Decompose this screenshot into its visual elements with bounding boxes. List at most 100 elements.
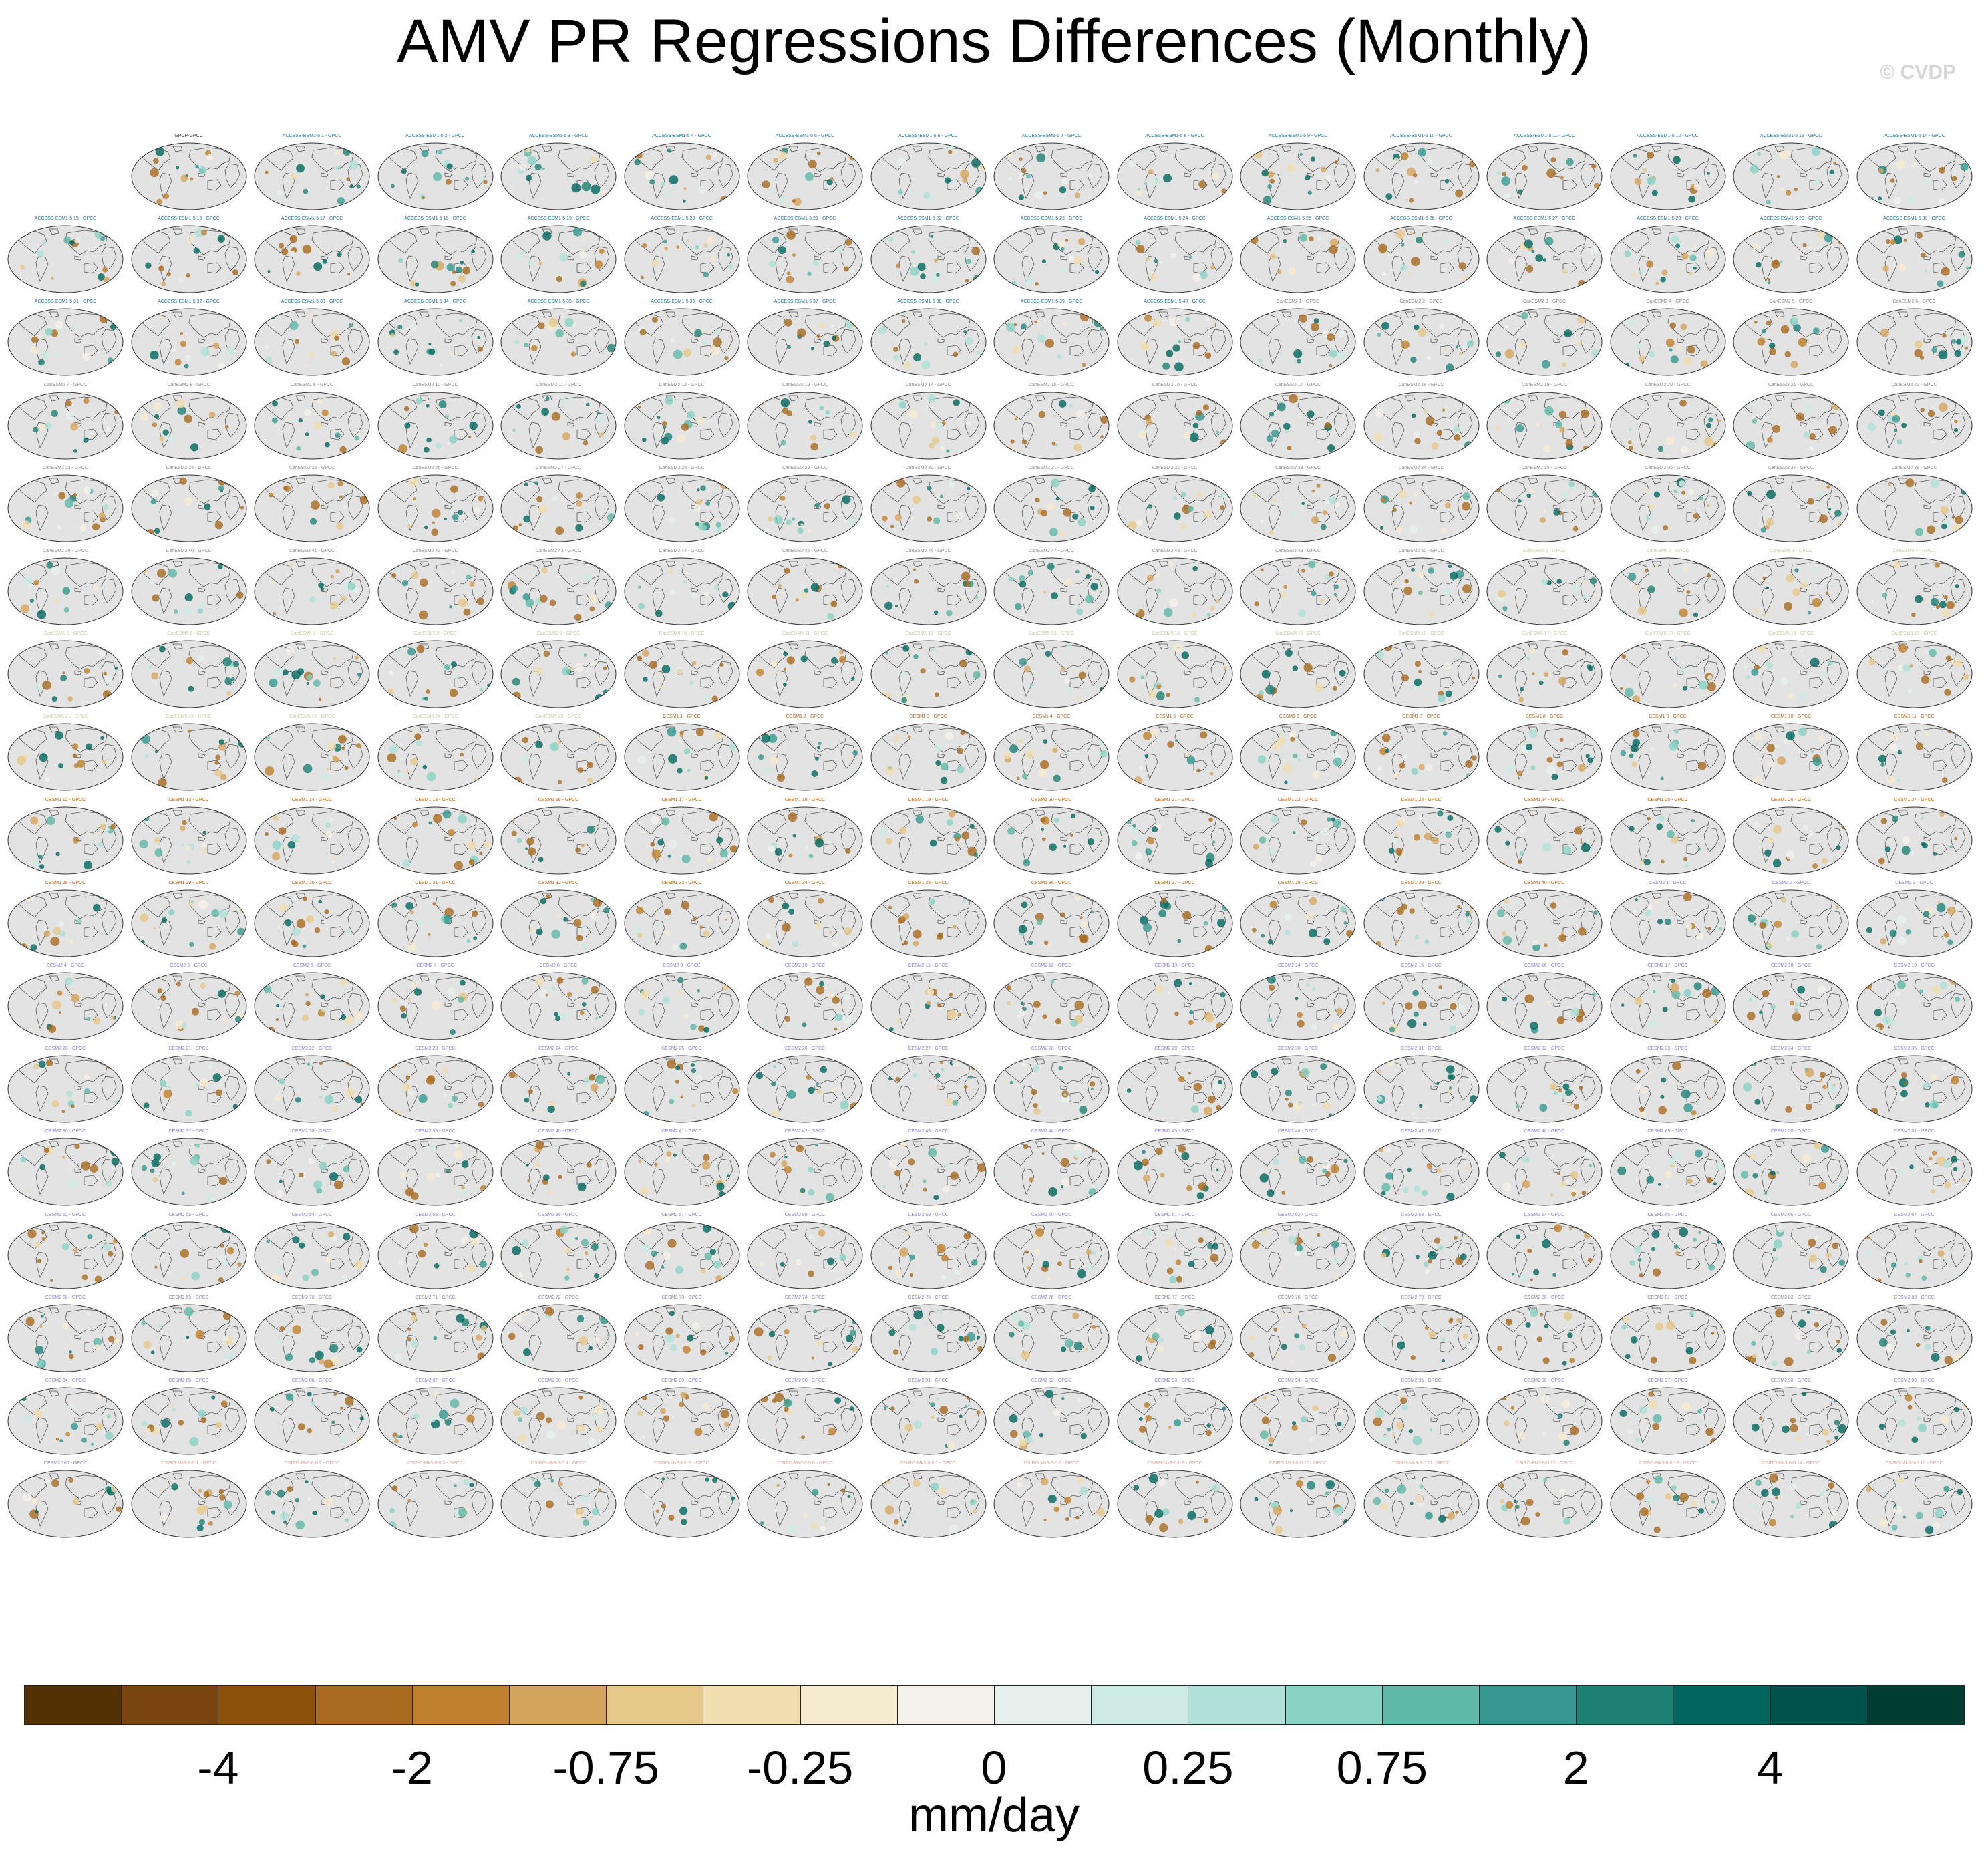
precip-anomaly-patch <box>1810 750 1814 754</box>
panel-title: ACCESS-ESM1-5 6 - GPCC <box>898 134 958 138</box>
continent-outline <box>49 726 59 733</box>
precip-anomaly-patch <box>1577 340 1583 345</box>
continent-outline <box>1933 677 1947 689</box>
precip-anomaly-patch <box>974 859 979 864</box>
map-border <box>1856 474 1972 542</box>
precip-anomaly-patch <box>333 657 337 661</box>
precip-anomaly-patch <box>689 1024 697 1030</box>
precip-anomaly-patch <box>1755 732 1763 741</box>
precip-anomaly-patch <box>898 826 906 834</box>
precip-anomaly-patch <box>1407 1019 1416 1028</box>
precip-anomaly-patch <box>418 1094 428 1104</box>
precip-anomaly-patch <box>1502 996 1508 1002</box>
precip-anomaly-patch <box>110 824 116 830</box>
precip-anomaly-patch <box>892 347 898 353</box>
precip-anomaly-patch <box>1431 836 1439 844</box>
continent-outline <box>1003 396 1033 420</box>
panel-title: CanESM2 6 - GPCC <box>1892 299 1936 305</box>
continent-outline <box>1514 504 1528 531</box>
precip-anomaly-patch <box>1431 442 1439 450</box>
precip-anomaly-patch <box>786 519 792 525</box>
precip-anomaly-patch <box>402 859 411 867</box>
map-panel: CanESM5 19 - GPCC <box>1731 631 1851 710</box>
precip-anomaly-patch <box>1412 173 1417 178</box>
continent-outline <box>1496 562 1526 586</box>
precip-anomaly-patch <box>432 521 435 524</box>
precip-anomaly-patch <box>606 1187 615 1196</box>
precip-anomaly-patch <box>670 1093 675 1098</box>
continent-outline <box>1703 163 1719 188</box>
precip-anomaly-patch <box>1633 585 1639 590</box>
precip-anomaly-patch <box>1015 603 1022 611</box>
precip-anomaly-patch <box>325 822 331 828</box>
map-panel: CanESM2 50 - GPCC <box>1361 549 1482 627</box>
precip-anomaly-patch <box>141 695 150 704</box>
precip-anomaly-patch <box>1462 492 1470 500</box>
precip-anomaly-patch <box>1252 927 1257 933</box>
precip-anomaly-patch <box>1410 231 1414 235</box>
world-map <box>870 557 986 625</box>
precip-anomaly-patch <box>1423 409 1428 414</box>
world-map <box>1486 557 1603 625</box>
precip-anomaly-patch <box>1503 325 1508 331</box>
precip-anomaly-patch <box>459 979 466 986</box>
precip-anomaly-patch <box>415 397 422 404</box>
precip-anomaly-patch <box>1091 910 1094 914</box>
precip-anomaly-patch <box>1693 266 1697 270</box>
precip-anomaly-patch <box>180 332 183 335</box>
precip-anomaly-patch <box>1920 816 1924 820</box>
map-panel: CESM2 25 - GPCC <box>622 1046 742 1125</box>
precip-anomaly-patch <box>702 1154 710 1162</box>
precip-anomaly-patch <box>355 1096 363 1104</box>
precip-anomaly-patch <box>220 774 226 781</box>
precip-anomaly-patch <box>1376 651 1384 659</box>
precip-anomaly-patch <box>917 263 926 271</box>
continent-outline <box>405 172 418 200</box>
continent-outline <box>1774 561 1785 567</box>
panel-title: CESM2 36 - GPCC <box>45 1129 86 1134</box>
continent-outline <box>1562 511 1577 523</box>
map-panel: CESM2 32 - GPCC <box>1484 1046 1605 1125</box>
continent-outline <box>207 594 222 606</box>
precip-anomaly-patch <box>560 397 567 404</box>
map-panel: CESM2 41 - GPCC <box>622 1129 742 1208</box>
map-panel: CESM1 10 - GPCC <box>1731 714 1851 793</box>
precip-anomaly-patch <box>1313 318 1319 324</box>
precip-anomaly-patch <box>1781 897 1787 903</box>
precip-anomaly-patch <box>581 182 591 192</box>
precip-anomaly-patch <box>834 1013 843 1022</box>
precip-anomaly-patch <box>937 1003 942 1008</box>
panel-title: CESM2 34 - GPCC <box>1770 1046 1812 1052</box>
precip-anomaly-patch <box>556 914 560 919</box>
precip-anomaly-patch <box>885 651 888 655</box>
precip-anomaly-patch <box>1268 847 1276 856</box>
precip-anomaly-patch <box>1296 359 1301 364</box>
precip-anomaly-patch <box>102 267 108 273</box>
precip-anomaly-patch <box>804 588 809 593</box>
precip-anomaly-patch <box>1670 355 1679 364</box>
precip-anomaly-patch <box>1339 669 1346 677</box>
precip-anomaly-patch <box>1530 489 1534 494</box>
precip-anomaly-patch <box>1589 152 1595 158</box>
precip-anomaly-patch <box>1587 665 1594 671</box>
precip-anomaly-patch <box>1020 1001 1024 1005</box>
precip-anomaly-patch <box>1388 365 1392 369</box>
precip-anomaly-patch <box>768 516 774 522</box>
precip-anomaly-patch <box>279 1179 283 1183</box>
precip-anomaly-patch <box>712 337 722 347</box>
precip-anomaly-patch <box>1392 508 1397 512</box>
precip-anomaly-patch <box>426 772 436 782</box>
map-border <box>1117 308 1232 376</box>
continent-outline <box>1404 478 1416 484</box>
precip-anomaly-patch <box>913 940 919 947</box>
precip-anomaly-patch <box>538 989 548 999</box>
precip-anomaly-patch <box>1136 245 1145 253</box>
precip-anomaly-patch <box>956 766 965 774</box>
precip-anomaly-patch <box>154 750 158 754</box>
map-border <box>377 308 493 376</box>
panel-title: CanESM2 24 - GPCC <box>166 465 212 470</box>
precip-anomaly-patch <box>587 825 595 834</box>
precip-anomaly-patch <box>1886 776 1895 784</box>
continent-outline <box>321 753 329 758</box>
precip-anomaly-patch <box>1313 836 1318 841</box>
